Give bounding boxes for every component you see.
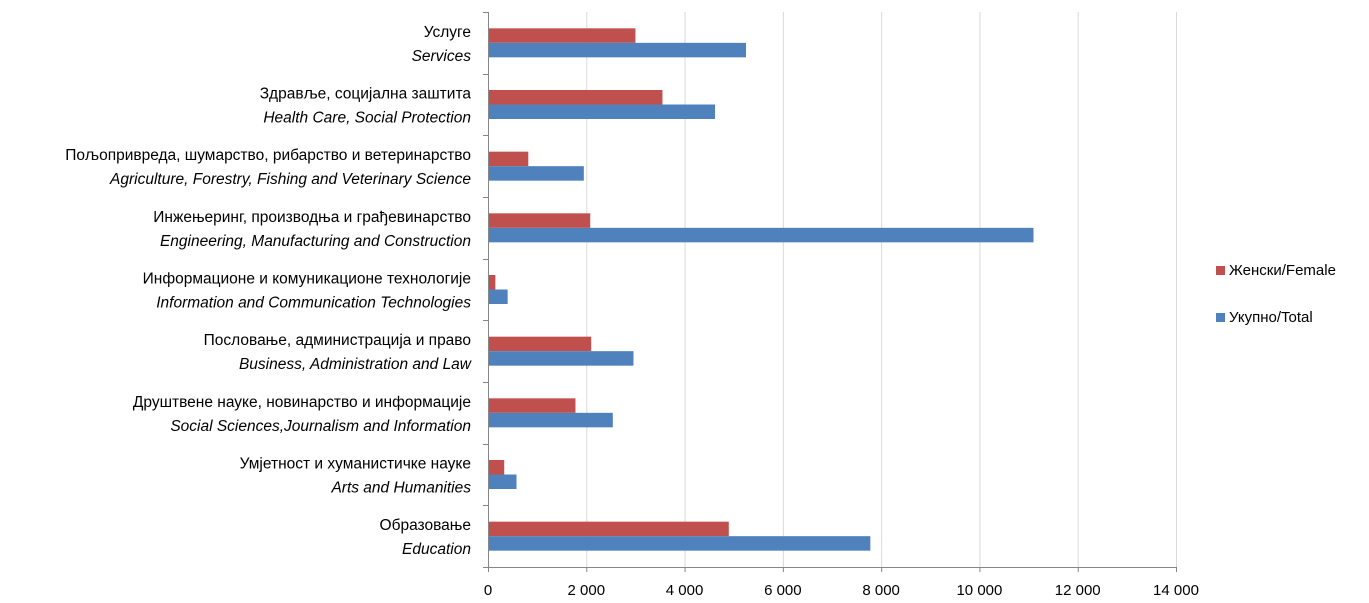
x-tick-label: 2 000	[568, 582, 606, 599]
bar-total	[489, 104, 716, 119]
x-tick-label: 4 000	[666, 582, 704, 599]
legend-label: Женски/Female	[1229, 262, 1336, 279]
bar-total	[489, 289, 508, 304]
legend-swatch	[1216, 266, 1225, 275]
bar-total	[489, 42, 746, 58]
category-label-serbian: Умјетност и хуманистичке науке	[240, 456, 471, 473]
category-label-serbian: Здравље, социјална заштита	[260, 86, 472, 103]
x-tick-label: 6 000	[764, 582, 802, 599]
category-label-english: Engineering, Manufacturing and Construct…	[160, 233, 471, 250]
category-label-serbian: Пословање, администрација и право	[204, 332, 471, 349]
x-tick-label: 12 000	[1055, 582, 1101, 599]
bar-total	[489, 412, 613, 428]
bars	[489, 28, 1034, 551]
axes	[483, 12, 1177, 572]
legend-label: Укупно/Total	[1229, 309, 1313, 326]
category-label-serbian: Информационе и комуникационе технологије	[143, 271, 471, 288]
bar-female	[489, 213, 591, 228]
category-label-english: Arts and Humanities	[330, 480, 471, 497]
bar-female	[489, 460, 505, 475]
category-label-english: Agriculture, Forestry, Fishing and Veter…	[109, 171, 471, 188]
category-label-english: Social Sciences,Journalism and Informati…	[170, 418, 471, 435]
x-tick-label: 0	[484, 582, 492, 599]
bar-total	[489, 166, 584, 181]
legend-swatch	[1216, 313, 1225, 322]
category-label-english: Education	[402, 541, 471, 558]
bar-female	[489, 28, 636, 43]
category-label-serbian: Друштвене науке, новинарство и информаци…	[133, 394, 471, 411]
category-label-serbian: Инжењеринг, производња и грађевинарство	[153, 209, 471, 226]
x-tick-labels: 0 2 000 4 000 6 000 8 000 10 000 12 000 14 000	[484, 582, 1199, 599]
legend: Женски/Female Укупно/Total	[1216, 262, 1336, 326]
bar-total	[489, 536, 871, 551]
x-tick-label: 10 000	[956, 582, 1002, 599]
bar-female	[489, 275, 496, 290]
bar-female	[489, 336, 592, 352]
category-label-english: Health Care, Social Protection	[263, 110, 471, 127]
category-labels: Услуге Services Здравље, социјална заштита…	[65, 24, 473, 558]
x-tick-label: 14 000	[1153, 582, 1199, 599]
bar-female	[489, 90, 663, 105]
bar-female	[489, 521, 729, 537]
bar-female	[489, 398, 576, 413]
category-label-english: Business, Administration and Law	[239, 356, 473, 373]
category-label-serbian: Образовање	[380, 517, 471, 534]
category-label-english: Services	[412, 48, 472, 65]
category-label-serbian: Услуге	[424, 24, 471, 41]
x-tick-label: 8 000	[862, 582, 900, 599]
bar-total	[489, 227, 1034, 243]
bar-total	[489, 474, 517, 489]
category-label-serbian: Пољопривреда, шумарство, рибарство и вет…	[65, 147, 471, 164]
bar-female	[489, 151, 529, 167]
category-label-english: Information and Communication Technologi…	[156, 295, 471, 312]
grid-lines	[586, 12, 1177, 567]
bar-total	[489, 351, 634, 366]
